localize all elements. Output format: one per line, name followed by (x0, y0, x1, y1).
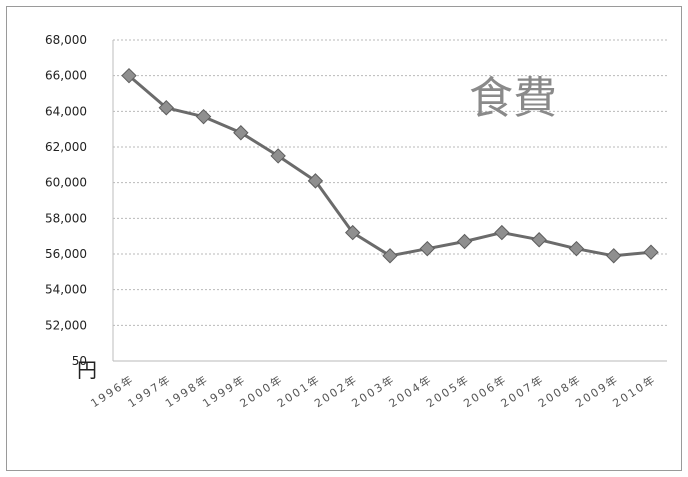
series-markers (121, 67, 659, 264)
data-point-marker (270, 148, 286, 164)
y-tick-label: 62,000 (45, 140, 87, 154)
y-tick-label: 58,000 (45, 211, 87, 225)
line-chart: 68,000 66,000 64,000 62,000 60,000 58,000 56,0… (45, 33, 667, 410)
data-point-marker (382, 248, 398, 264)
data-point-marker (456, 233, 473, 250)
data-point-marker (568, 240, 585, 257)
data-point-marker (494, 224, 510, 241)
chart-frame: 68,000 66,000 64,000 62,000 60,000 58,000 56,0… (6, 6, 682, 471)
y-tick-label: 52,000 (45, 318, 87, 332)
y-tick-label: 50 (72, 354, 87, 368)
chart-title: 食費 (469, 73, 557, 124)
y-tick-label: 54,000 (45, 283, 87, 297)
y-axis-ticks: 68,000 66,000 64,000 62,000 60,000 58,000 56,0… (45, 33, 87, 368)
data-point-marker (195, 108, 212, 125)
data-point-marker (158, 100, 174, 116)
series-line (128, 74, 652, 258)
y-tick-label: 66,000 (45, 69, 87, 83)
data-point-marker (419, 240, 435, 257)
y-tick-label: 56,000 (45, 247, 87, 261)
y-tick-label: 68,000 (45, 33, 87, 47)
x-axis-ticks: 1996年1997年1998年1999年2000年2001年2002年2003年… (88, 372, 659, 410)
data-point-marker (233, 125, 249, 141)
data-point-marker (643, 244, 659, 260)
data-point-marker (121, 67, 137, 84)
grid-lines (112, 39, 667, 362)
y-axis-unit-label: 円 (77, 358, 97, 382)
data-point-marker (307, 173, 324, 189)
data-point-marker (345, 224, 361, 241)
y-tick-label: 64,000 (45, 104, 87, 118)
data-point-marker (531, 232, 547, 248)
y-tick-label: 60,000 (45, 176, 87, 190)
data-point-marker (606, 248, 622, 264)
